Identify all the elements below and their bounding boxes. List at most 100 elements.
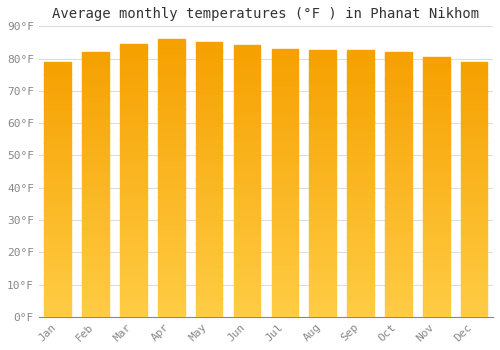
- Bar: [423, 295, 450, 300]
- Bar: [272, 259, 298, 263]
- Bar: [423, 273, 450, 278]
- Bar: [385, 237, 411, 242]
- Bar: [348, 95, 374, 99]
- Bar: [348, 250, 374, 255]
- Bar: [310, 126, 336, 131]
- Bar: [461, 159, 487, 164]
- Bar: [423, 208, 450, 213]
- Bar: [158, 187, 184, 192]
- Bar: [234, 140, 260, 145]
- Bar: [461, 210, 487, 215]
- Bar: [234, 226, 260, 231]
- Bar: [196, 193, 222, 198]
- Bar: [44, 304, 71, 308]
- Bar: [385, 105, 411, 110]
- Bar: [310, 246, 336, 250]
- Bar: [44, 108, 71, 113]
- Bar: [234, 186, 260, 190]
- Bar: [461, 121, 487, 126]
- Bar: [348, 183, 374, 188]
- Bar: [385, 197, 411, 202]
- Bar: [196, 207, 222, 212]
- Bar: [44, 244, 71, 249]
- Bar: [234, 231, 260, 236]
- Bar: [310, 112, 336, 117]
- Bar: [461, 125, 487, 130]
- Bar: [272, 152, 298, 156]
- Bar: [82, 215, 109, 220]
- Bar: [82, 145, 109, 149]
- Bar: [82, 65, 109, 70]
- Bar: [348, 286, 374, 290]
- Bar: [158, 307, 184, 312]
- Bar: [82, 193, 109, 198]
- Bar: [461, 215, 487, 219]
- Bar: [82, 184, 109, 189]
- Bar: [82, 140, 109, 145]
- Bar: [385, 219, 411, 224]
- Bar: [82, 251, 109, 255]
- Bar: [44, 236, 71, 240]
- Bar: [348, 264, 374, 268]
- Bar: [120, 299, 146, 303]
- Bar: [196, 298, 222, 303]
- Bar: [44, 121, 71, 126]
- Bar: [348, 201, 374, 206]
- Bar: [44, 308, 71, 313]
- Bar: [234, 72, 260, 77]
- Bar: [461, 313, 487, 317]
- Bar: [158, 280, 184, 285]
- Bar: [461, 295, 487, 300]
- Bar: [196, 275, 222, 280]
- Bar: [461, 253, 487, 257]
- Bar: [272, 111, 298, 116]
- Bar: [423, 104, 450, 109]
- Bar: [120, 312, 146, 317]
- Bar: [234, 113, 260, 118]
- Bar: [310, 170, 336, 175]
- Bar: [348, 50, 374, 55]
- Bar: [461, 291, 487, 295]
- Bar: [82, 255, 109, 259]
- Bar: [272, 218, 298, 223]
- Bar: [234, 217, 260, 222]
- Bar: [44, 159, 71, 164]
- Bar: [385, 259, 411, 264]
- Bar: [120, 244, 146, 248]
- Bar: [310, 294, 336, 299]
- Bar: [120, 180, 146, 185]
- Bar: [272, 303, 298, 308]
- Bar: [272, 178, 298, 183]
- Bar: [44, 248, 71, 253]
- Bar: [348, 170, 374, 175]
- Bar: [461, 287, 487, 291]
- Bar: [272, 138, 298, 143]
- Bar: [310, 99, 336, 104]
- Bar: [423, 169, 450, 174]
- Bar: [44, 83, 71, 87]
- Bar: [272, 250, 298, 254]
- Bar: [234, 276, 260, 281]
- Bar: [120, 121, 146, 126]
- Bar: [120, 171, 146, 176]
- Bar: [120, 194, 146, 198]
- Bar: [348, 68, 374, 73]
- Bar: [44, 75, 71, 79]
- Bar: [158, 67, 184, 72]
- Bar: [310, 206, 336, 210]
- Bar: [82, 303, 109, 308]
- Bar: [234, 95, 260, 100]
- Bar: [196, 106, 222, 111]
- Bar: [234, 64, 260, 68]
- Bar: [310, 277, 336, 281]
- Bar: [272, 129, 298, 134]
- Bar: [310, 130, 336, 135]
- Bar: [385, 224, 411, 229]
- Bar: [423, 83, 450, 87]
- Bar: [234, 118, 260, 122]
- Bar: [461, 300, 487, 304]
- Bar: [272, 98, 298, 103]
- Bar: [423, 265, 450, 269]
- Bar: [82, 237, 109, 242]
- Bar: [196, 257, 222, 262]
